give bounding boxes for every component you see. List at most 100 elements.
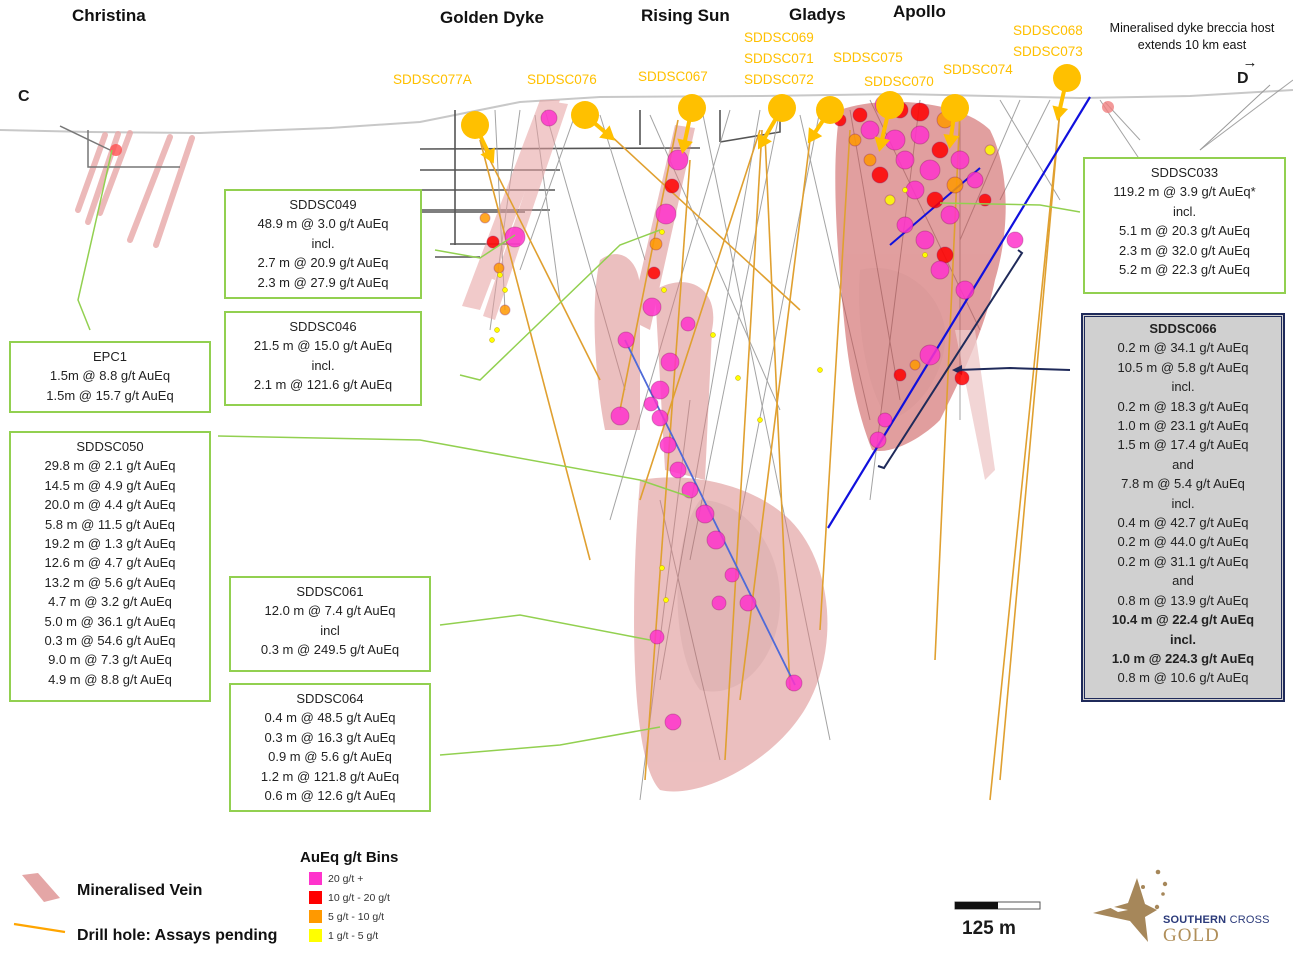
hole-label-sddsc072: SDDSC072 xyxy=(744,72,814,87)
legend-bin-label: 10 g/t - 20 g/t xyxy=(328,891,390,904)
assay-sphere xyxy=(785,674,803,692)
intercept-line: 1.2 m @ 121.8 g/t AuEq xyxy=(260,768,400,784)
assay-sphere xyxy=(860,120,880,140)
assay-sphere xyxy=(706,530,726,550)
assay-sphere xyxy=(649,237,663,251)
box-title: SDDSC046 xyxy=(289,319,357,334)
section-label-end: D xyxy=(1237,70,1249,87)
assay-sphere xyxy=(955,280,975,300)
assay-sphere xyxy=(650,380,670,400)
intercept-line: 14.5 m @ 4.9 g/t AuEq xyxy=(44,477,176,493)
intercept-line: 12.0 m @ 7.4 g/t AuEq xyxy=(264,603,396,619)
assay-sphere xyxy=(940,205,960,225)
intercept-line: and xyxy=(1172,573,1194,589)
legend-bin-label: 1 g/t - 5 g/t xyxy=(328,929,379,942)
prospect-rising-sun: Rising Sun xyxy=(641,6,730,25)
intercept-line: incl. xyxy=(1171,495,1195,511)
assay-sphere xyxy=(930,260,950,280)
assay-sphere xyxy=(905,180,925,200)
assay-sphere xyxy=(739,594,757,612)
assay-sphere xyxy=(680,316,696,332)
intercept-line: incl xyxy=(320,622,340,638)
assay-sphere xyxy=(499,304,511,316)
assay-sphere xyxy=(664,178,680,194)
intercept-box-sddsc066: SDDSC066 0.2 m @ 34.1 g/t AuEq 10.5 m @ … xyxy=(1081,313,1285,702)
legend-bin-swatch xyxy=(309,872,322,885)
legend-bin-label: 5 g/t - 10 g/t xyxy=(328,910,385,923)
intercept-line: 2.3 m @ 27.9 g/t AuEq xyxy=(257,274,389,290)
assay-sphere xyxy=(931,141,949,159)
intercept-line: 0.3 m @ 16.3 g/t AuEq xyxy=(264,729,396,745)
intercept-line: 4.9 m @ 8.8 g/t AuEq xyxy=(48,671,172,687)
assay-sphere xyxy=(493,262,505,274)
assay-sphere xyxy=(863,153,877,167)
assay-sphere xyxy=(664,713,682,731)
legend-bin: 1 g/t - 5 g/t xyxy=(309,929,378,942)
topography-line xyxy=(0,89,1293,135)
box-title: SDDSC033 xyxy=(1150,165,1219,180)
intercept-line: 2.1 m @ 121.6 g/t AuEq xyxy=(253,377,393,393)
assay-sphere xyxy=(647,266,661,280)
hole-label-sddsc073: SDDSC073 xyxy=(1013,44,1083,59)
assay-sphere xyxy=(954,370,970,386)
intercept-line: incl. xyxy=(311,235,335,251)
assay-sphere xyxy=(884,194,896,206)
legend-bins-title: AuEq g/t Bins xyxy=(300,849,399,866)
intercept-line: 2.3 m @ 32.0 g/t AuEq xyxy=(1119,242,1250,258)
intercept-line: 1.5 m @ 17.4 g/t AuEq xyxy=(1117,437,1249,453)
pending-drill-holes xyxy=(479,109,1061,801)
pending-hole-marker xyxy=(571,101,616,141)
intercept-line: 4.7 m @ 3.2 g/t AuEq xyxy=(48,594,172,610)
assay-sphere xyxy=(504,226,526,248)
christina-workings xyxy=(59,125,180,168)
assay-dot xyxy=(757,417,763,423)
intercept-line: 5.1 m @ 20.3 g/t AuEq xyxy=(1119,223,1250,239)
intercept-line: 1.5m @ 8.8 g/t AuEq xyxy=(49,368,171,384)
intercept-line: incl. xyxy=(311,357,335,373)
assay-sphere xyxy=(617,331,635,349)
intercept-box-sddsc064: SDDSC064 0.4 m @ 48.5 g/t AuEq 0.3 m @ 1… xyxy=(229,683,431,812)
intercept-line: 0.6 m @ 12.6 g/t AuEq xyxy=(264,788,396,804)
assay-dot xyxy=(659,229,665,235)
box-title: SDDSC050 xyxy=(76,439,144,454)
intercept-line-highlight: 1.0 m @ 224.3 g/t AuEq xyxy=(1111,650,1255,666)
intercept-line: 10.5 m @ 5.8 g/t AuEq xyxy=(1117,359,1249,375)
assay-sphere xyxy=(659,436,677,454)
assay-dot xyxy=(735,375,741,381)
box-title: SDDSC049 xyxy=(289,197,357,212)
logo-star-icon xyxy=(1093,869,1168,942)
intercept-line: 0.2 m @ 18.3 g/t AuEq xyxy=(1117,398,1249,414)
assay-sphere xyxy=(540,109,558,127)
assay-sphere xyxy=(610,406,630,426)
intercept-box-sddsc061: SDDSC061 12.0 m @ 7.4 g/t AuEq incl 0.3 … xyxy=(229,576,431,672)
intercept-line: 0.3 m @ 54.6 g/t AuEq xyxy=(44,633,176,649)
intercept-line: 0.4 m @ 42.7 g/t AuEq xyxy=(1117,515,1249,531)
assay-sphere xyxy=(946,176,964,194)
intercept-line: 0.4 m @ 48.5 g/t AuEq xyxy=(264,710,396,726)
logo-word-cross: CROSS xyxy=(1226,914,1270,926)
intercept-line: 0.2 m @ 44.0 g/t AuEq xyxy=(1117,534,1249,550)
intercept-line: 12.6 m @ 4.7 g/t AuEq xyxy=(44,555,176,571)
apollo-vein-body xyxy=(835,101,1006,480)
hole-label-sddsc067: SDDSC067 xyxy=(638,69,708,84)
assay-sphere xyxy=(869,431,887,449)
section-end-sphere xyxy=(1102,101,1114,113)
assay-dot xyxy=(817,367,823,373)
intercept-line: 7.8 m @ 5.4 g/t AuEq xyxy=(1121,476,1245,492)
assay-dot xyxy=(922,252,928,258)
assay-sphere xyxy=(711,595,727,611)
intercept-line: incl. xyxy=(1172,203,1197,219)
hole-label-sddsc076: SDDSC076 xyxy=(527,72,597,87)
assay-spheres xyxy=(479,94,1024,731)
christina-veins xyxy=(75,130,195,248)
section-end-line xyxy=(1199,84,1271,151)
legend-bin-swatch xyxy=(309,910,322,923)
assay-sphere xyxy=(1006,231,1024,249)
assay-sphere xyxy=(978,193,992,207)
golden-dyke-veins xyxy=(462,100,568,320)
scale-label: 125 m xyxy=(962,918,1016,939)
legend-vein-swatch xyxy=(22,873,60,902)
sddsc066-bracket xyxy=(877,249,1024,470)
hole-label-sddsc077a: SDDSC077A xyxy=(393,72,472,87)
